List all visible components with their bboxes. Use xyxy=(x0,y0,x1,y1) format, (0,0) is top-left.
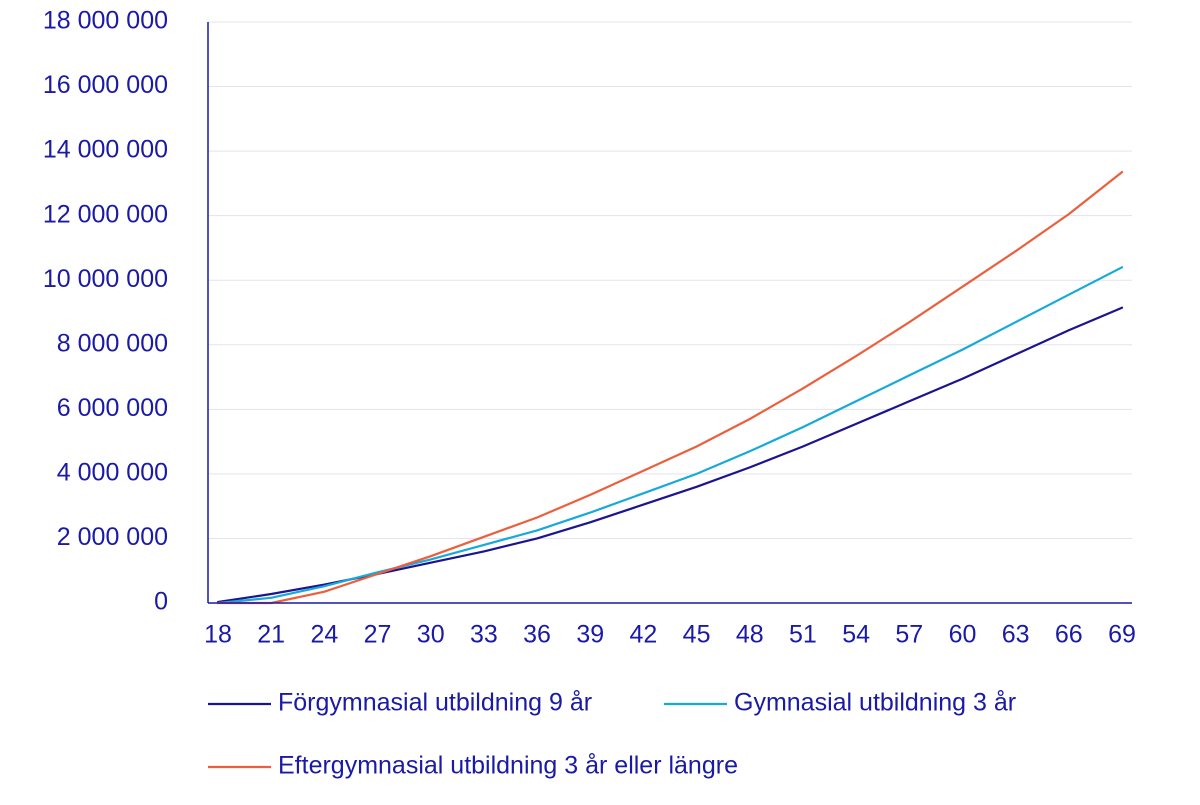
series-line-2 xyxy=(216,266,1124,605)
y-tick-label: 2 000 000 xyxy=(57,523,168,551)
x-tick-label: 57 xyxy=(895,621,923,649)
gridlines xyxy=(208,21,1132,539)
y-tick-label: 4 000 000 xyxy=(57,458,168,486)
y-tick-label: 0 xyxy=(154,588,168,616)
x-tick-label: 60 xyxy=(949,621,977,649)
series-line-1 xyxy=(216,306,1124,604)
y-tick-label: 14 000 000 xyxy=(43,136,168,164)
x-tick-label: 48 xyxy=(736,621,764,649)
legend-label: Eftergymnasial utbildning 3 år eller län… xyxy=(278,752,738,780)
x-tick-label: 63 xyxy=(1002,621,1030,649)
x-tick-label: 24 xyxy=(310,621,338,649)
x-tick-label: 42 xyxy=(630,621,658,649)
x-tick-label: 45 xyxy=(683,621,711,649)
x-tick-labels: 18 21 24 27 30 33 36 39 42 45 48 51 54 57 60 63 66 69 xyxy=(204,621,1136,649)
x-tick-label: 30 xyxy=(417,621,445,649)
legend-label: Gymnasial utbildning 3 år xyxy=(734,689,1016,717)
x-tick-label: 21 xyxy=(257,621,285,649)
y-tick-label: 16 000 000 xyxy=(43,71,168,99)
y-tick-label: 18 000 000 xyxy=(43,7,168,35)
legend: Förgymnasial utbildning 9 år Gymnasial ut… xyxy=(208,689,1016,780)
y-tick-labels: 0 2 000 000 4 000 000 6 000 000 8 000 000 10 … xyxy=(43,7,168,616)
series-lines xyxy=(216,171,1124,605)
x-tick-label: 27 xyxy=(364,621,392,649)
series-line-3 xyxy=(216,171,1124,605)
legend-label: Förgymnasial utbildning 9 år xyxy=(278,689,592,717)
y-tick-label: 8 000 000 xyxy=(57,329,168,357)
y-tick-label: 12 000 000 xyxy=(43,200,168,228)
x-tick-label: 66 xyxy=(1055,621,1083,649)
axes xyxy=(207,22,1132,604)
x-tick-label: 69 xyxy=(1108,621,1136,649)
y-tick-label: 10 000 000 xyxy=(43,265,168,293)
x-tick-label: 51 xyxy=(789,621,817,649)
x-tick-label: 54 xyxy=(842,621,870,649)
x-tick-label: 39 xyxy=(576,621,604,649)
y-tick-label: 6 000 000 xyxy=(57,394,168,422)
x-tick-label: 33 xyxy=(470,621,498,649)
x-tick-label: 18 xyxy=(204,621,232,649)
x-tick-label: 36 xyxy=(523,621,551,649)
